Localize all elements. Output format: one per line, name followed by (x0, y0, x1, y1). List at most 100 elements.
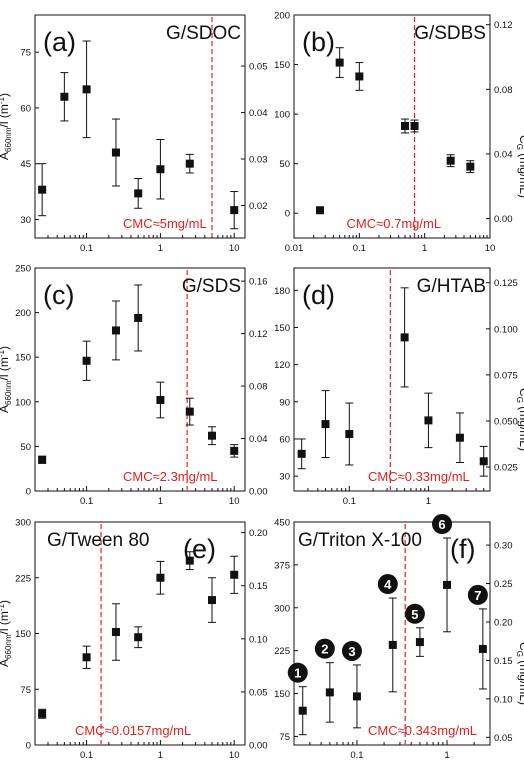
point-badge-label: 5 (411, 607, 418, 622)
point-badge (404, 603, 425, 624)
data-point (207, 577, 216, 623)
data-point (111, 118, 120, 187)
data-point (455, 412, 464, 464)
data-point (38, 163, 47, 217)
point-badge (467, 584, 488, 605)
x-tick-label: 0.01 (285, 243, 304, 254)
data-marker (134, 313, 143, 322)
data-marker (38, 709, 47, 718)
x-tick-label: 0.1 (353, 243, 366, 254)
y-tick-label: 60 (20, 103, 31, 114)
y2-tick-label: 0.00 (494, 214, 513, 225)
data-marker (466, 162, 475, 171)
y-tick-label: 375 (274, 560, 290, 571)
y2-tick-label: 0.04 (249, 108, 268, 119)
x-tick-label: 1 (158, 496, 163, 507)
y-tick-label: 225 (15, 573, 31, 584)
data-marker (230, 446, 239, 455)
data-marker (388, 640, 397, 649)
point-badge (287, 662, 308, 683)
data-marker (185, 556, 194, 565)
data-marker (38, 455, 47, 464)
data-marker (230, 206, 239, 215)
data-point (315, 206, 324, 215)
y2-tick-label: 0.10 (494, 694, 513, 705)
data-point: 7 (467, 584, 488, 690)
data-point (230, 191, 239, 230)
x-tick-label: 0.1 (350, 750, 363, 761)
y-tick-label: 120 (274, 360, 290, 371)
y-tick-label: 300 (15, 518, 31, 529)
cmc-label: CMC≈0.0157mg/mL (75, 723, 191, 738)
y-tick-label: 50 (20, 442, 31, 453)
y-tick-label: 50 (279, 159, 290, 170)
y2-tick-label: 0.20 (494, 617, 513, 628)
y2-tick-label: 0.075 (494, 370, 518, 381)
y2-tick-label: 0.04 (249, 434, 268, 445)
y-tick-label: 150 (15, 629, 31, 640)
data-marker (156, 573, 165, 582)
data-point (38, 455, 47, 464)
data-marker (230, 570, 239, 579)
y-tick-label: 90 (279, 397, 290, 408)
data-point (38, 708, 47, 719)
data-marker (156, 396, 165, 405)
data-marker (134, 633, 143, 642)
x-tick-label: 10 (229, 750, 240, 761)
x-tick-label: 10 (485, 243, 496, 254)
data-marker (443, 580, 452, 589)
data-point: 6 (432, 514, 453, 633)
data-marker (355, 72, 364, 81)
point-badge-label: 6 (438, 517, 445, 532)
y2-tick-label: 0.10 (249, 634, 268, 645)
x-tick-label: 0.1 (80, 496, 93, 507)
point-badge-label: 7 (474, 588, 481, 603)
data-point (111, 300, 120, 361)
data-marker (185, 407, 194, 416)
y2-tick-label: 0.05 (494, 733, 513, 744)
data-marker (156, 165, 165, 174)
y2-tick-label: 0.00 (249, 741, 268, 752)
data-marker (207, 431, 216, 440)
data-point (111, 603, 120, 661)
x-tick-label: 0.1 (343, 496, 356, 507)
data-point (156, 139, 165, 200)
x-tick-label: 0.1 (80, 243, 93, 254)
panel-b: 0 50 100 150 200 0.00 0.04 0.08 0.12 0.01 0.1 1 10 CM… (274, 11, 524, 255)
y-tick-label: 30 (279, 472, 290, 483)
y-tick-label: 200 (274, 11, 290, 22)
y2-tick-label: 0.03 (249, 155, 268, 166)
y-tick-label: 200 (15, 308, 31, 319)
y-tick-label: 150 (274, 323, 290, 334)
data-marker (335, 58, 344, 67)
point-badge (341, 640, 362, 661)
y2-tick-label: 0.15 (494, 656, 513, 667)
cmc-label: CMC≈0.343mg/mL (368, 723, 477, 738)
panel-label: (a) (43, 27, 76, 57)
data-marker (455, 433, 464, 442)
x-tick-label: 10 (229, 243, 240, 254)
data-marker (415, 638, 424, 647)
x-tick-label: 0.1 (80, 750, 93, 761)
x-tick-label: 1 (422, 243, 427, 254)
point-badge-label: 2 (321, 642, 328, 657)
data-marker (446, 156, 455, 165)
panel-label: (d) (302, 280, 335, 310)
panel-e: 0 75 150 225 300 0.00 0.05 0.10 0.15 0.20 0.1 1 10 CM… (0, 518, 268, 762)
y-tick-label: 45 (20, 159, 31, 170)
y2-axis-label: CG (mg/mL) (515, 642, 524, 705)
data-point (479, 445, 488, 477)
y-tick-label: 0 (26, 487, 31, 498)
y2-tick-label: 0.25 (494, 579, 513, 590)
y2-tick-label: 0.05 (249, 62, 268, 73)
y-tick-label: 75 (20, 685, 31, 696)
panel-title: G/SDOC (166, 23, 241, 44)
y-tick-label: 250 (15, 264, 31, 275)
y2-tick-label: 0.04 (494, 149, 513, 160)
data-marker (111, 148, 120, 157)
y2-tick-label: 0.050 (494, 416, 518, 427)
y-tick-label: 0 (285, 209, 290, 220)
data-marker (478, 644, 487, 653)
data-point (60, 72, 69, 122)
y-tick-label: 75 (20, 48, 31, 59)
